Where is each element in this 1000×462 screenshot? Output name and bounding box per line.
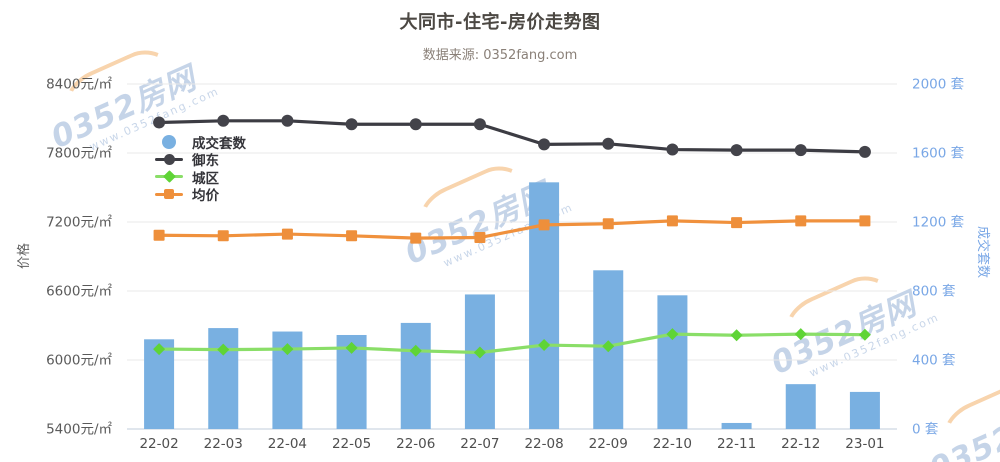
bar-22-11[interactable] bbox=[721, 422, 752, 429]
y-axis-left-label: 5400元/㎡ bbox=[46, 422, 112, 438]
avg-price-point-22-12[interactable] bbox=[795, 215, 807, 227]
legend-label: 均价 bbox=[192, 188, 219, 205]
bar-23-01[interactable] bbox=[849, 391, 880, 429]
bar-22-07[interactable] bbox=[464, 294, 495, 429]
yudong-point-22-03[interactable] bbox=[217, 114, 230, 127]
chengqu-point-22-12[interactable] bbox=[794, 328, 807, 341]
x-axis-label: 22-07 bbox=[460, 436, 499, 452]
chart-legend: 成交套数 御东 城区 均价 bbox=[155, 133, 246, 204]
x-axis-label: 22-04 bbox=[268, 436, 307, 452]
legend-circle-icon bbox=[155, 152, 183, 166]
avg-price-line bbox=[157, 219, 867, 240]
legend-circle-icon bbox=[155, 134, 183, 149]
chengqu-point-22-04[interactable] bbox=[281, 343, 294, 356]
y-axis-right-label: 0 套 bbox=[912, 422, 939, 438]
bar-22-12[interactable] bbox=[785, 384, 816, 429]
legend-item-yudong[interactable]: 御东 bbox=[155, 151, 246, 169]
y-axis-left-label: 8400元/㎡ bbox=[46, 77, 112, 93]
yudong-point-22-06[interactable] bbox=[409, 118, 422, 131]
bar-22-08[interactable] bbox=[529, 182, 560, 429]
avg-price-point-22-02[interactable] bbox=[153, 229, 165, 241]
avg-price-point-22-07[interactable] bbox=[474, 232, 486, 244]
avg-price-point-22-11[interactable] bbox=[731, 217, 743, 229]
x-axis-label: 22-10 bbox=[653, 436, 692, 452]
legend-item-deal-count[interactable]: 成交套数 bbox=[155, 133, 246, 152]
yudong-point-22-04[interactable] bbox=[281, 114, 294, 127]
yudong-point-22-10[interactable] bbox=[666, 143, 679, 156]
yudong-point-22-09[interactable] bbox=[602, 137, 615, 150]
x-axis-label: 22-05 bbox=[332, 436, 371, 452]
legend-label: 成交套数 bbox=[192, 135, 246, 152]
chengqu-point-22-10[interactable] bbox=[666, 328, 679, 341]
y-axis-left-label: 6000元/㎡ bbox=[46, 353, 112, 369]
yudong-point-22-11[interactable] bbox=[730, 144, 743, 157]
yudong-point-22-08[interactable] bbox=[538, 138, 551, 151]
y-axis-right-label: 400 套 bbox=[912, 353, 956, 369]
y-axis-right-title: 成交套数 bbox=[975, 226, 991, 278]
y-axis-right-label: 1200 套 bbox=[912, 215, 965, 231]
avg-price-point-22-03[interactable] bbox=[217, 230, 229, 242]
chengqu-point-22-02[interactable] bbox=[153, 343, 166, 356]
yudong-point-22-05[interactable] bbox=[345, 118, 358, 131]
chengqu-line bbox=[157, 332, 867, 355]
y-axis-left-label: 7200元/㎡ bbox=[46, 215, 112, 231]
chart-subtitle: 数据来源: 0352fang.com bbox=[422, 48, 578, 63]
avg-price-point-22-05[interactable] bbox=[346, 230, 358, 242]
avg-price-point-22-04[interactable] bbox=[281, 228, 293, 240]
chengqu-point-22-05[interactable] bbox=[345, 341, 358, 354]
avg-price-point-23-01[interactable] bbox=[859, 215, 871, 227]
x-axis-label: 22-02 bbox=[139, 436, 178, 452]
y-axis-left-label: 7800元/㎡ bbox=[46, 146, 112, 162]
legend-square-icon bbox=[155, 187, 183, 201]
chart-title: 大同市-住宅-房价走势图 bbox=[399, 12, 601, 33]
legend-label: 御东 bbox=[192, 153, 219, 170]
yudong-point-22-07[interactable] bbox=[473, 118, 486, 131]
avg-price-point-22-08[interactable] bbox=[538, 219, 550, 231]
chengqu-point-23-01[interactable] bbox=[858, 328, 871, 341]
bar-22-06[interactable] bbox=[400, 322, 431, 429]
chengqu-point-22-06[interactable] bbox=[409, 344, 422, 357]
yudong-line bbox=[157, 119, 867, 154]
y-axis-right-label: 800 套 bbox=[912, 284, 956, 300]
chengqu-point-22-03[interactable] bbox=[217, 343, 230, 356]
legend-diamond-icon bbox=[155, 170, 183, 184]
bar-22-03[interactable] bbox=[208, 328, 239, 429]
bar-22-10[interactable] bbox=[657, 295, 688, 429]
x-axis-label: 22-09 bbox=[589, 436, 628, 452]
y-axis-right-label: 2000 套 bbox=[912, 77, 965, 93]
x-axis-label: 22-03 bbox=[204, 436, 243, 452]
x-axis-label: 22-08 bbox=[524, 436, 563, 452]
x-axis-label: 22-12 bbox=[781, 436, 820, 452]
avg-price-point-22-10[interactable] bbox=[666, 215, 678, 227]
legend-item-chengqu[interactable]: 城区 bbox=[155, 168, 246, 187]
avg-price-point-22-09[interactable] bbox=[602, 218, 614, 230]
avg-price-point-22-06[interactable] bbox=[410, 232, 422, 244]
x-axis-label: 23-01 bbox=[845, 436, 884, 452]
yudong-point-23-01[interactable] bbox=[858, 145, 871, 158]
y-axis-left-label: 6600元/㎡ bbox=[46, 284, 112, 300]
y-axis-right-label: 1600 套 bbox=[912, 146, 965, 162]
x-axis-label: 22-06 bbox=[396, 436, 435, 452]
legend-label: 城区 bbox=[192, 170, 219, 187]
chengqu-point-22-11[interactable] bbox=[730, 329, 743, 342]
chengqu-point-22-09[interactable] bbox=[602, 340, 615, 353]
y-axis-left-title: 价格 bbox=[16, 243, 32, 269]
legend-item-avg-price[interactable]: 均价 bbox=[155, 186, 246, 204]
chengqu-point-22-07[interactable] bbox=[473, 346, 486, 359]
chengqu-point-22-08[interactable] bbox=[538, 339, 551, 352]
yudong-point-22-02[interactable] bbox=[153, 116, 166, 129]
x-axis-label: 22-11 bbox=[717, 436, 756, 452]
yudong-point-22-12[interactable] bbox=[794, 144, 807, 157]
